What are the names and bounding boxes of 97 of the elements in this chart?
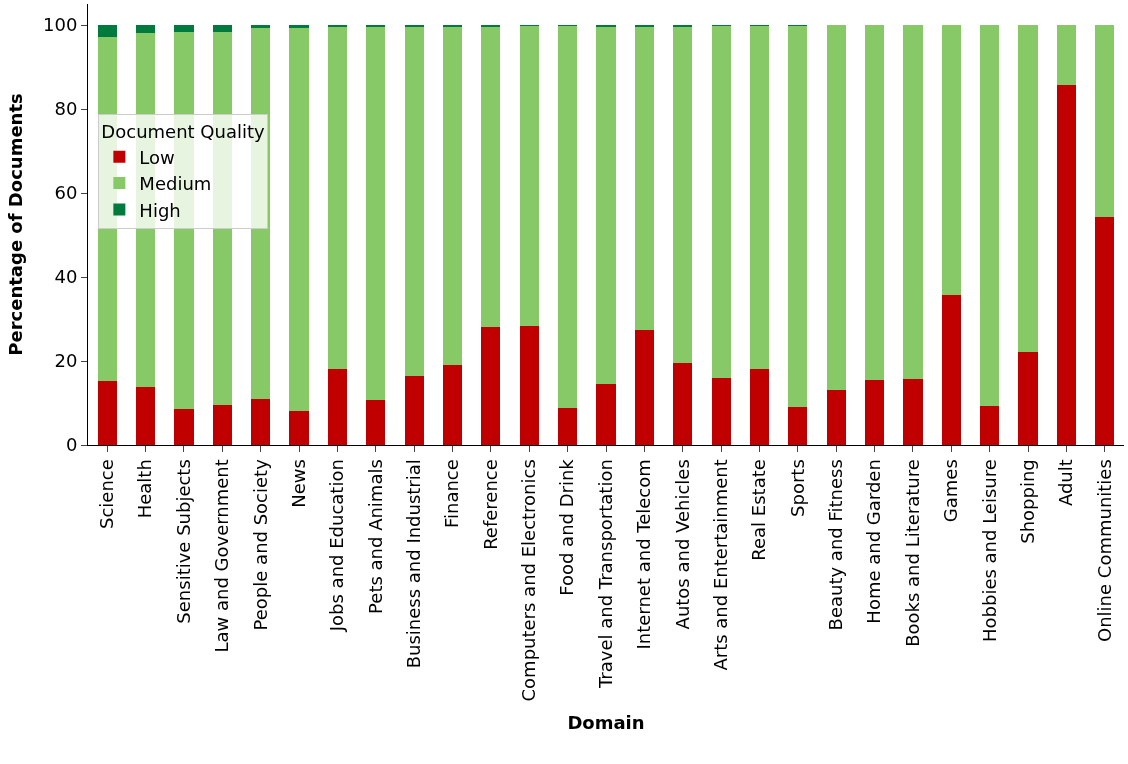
bar [865,380,885,445]
bar [404,25,424,28]
x-tick-label: Internet and Telecom [633,459,655,650]
bar [97,25,117,38]
y-axis-title: Percentage of Documents [5,93,27,356]
x-tick-label: Online Communities [1093,459,1115,642]
bar [97,380,117,445]
bar [788,25,808,407]
bar [826,25,846,390]
bar [865,25,885,381]
bar [135,387,156,445]
bar [1018,25,1038,352]
bar [1095,217,1115,445]
bar [442,25,463,28]
x-tick-label: Computers and Electronics [518,459,540,702]
bar [749,369,770,445]
bar [251,398,271,445]
bar [289,410,309,445]
bar [327,25,347,28]
x-tick-label: Pets and Animals [364,459,386,614]
y-tick-label: 40 [54,266,78,288]
y-tick-label: 60 [54,182,78,204]
bar [519,326,539,445]
bar [711,25,731,378]
bar [749,25,770,370]
bar [711,377,731,445]
x-tick-label: Food and Drink [556,458,578,596]
x-tick-label: Books and Literature [901,459,923,647]
bar [980,25,1000,406]
x-axis-title: Domain [567,711,645,733]
bar [1095,25,1115,218]
x-tick-label: News [287,459,309,508]
y-tick-label: 0 [65,434,78,456]
x-tick-label: Jobs and Education [326,459,348,633]
bar [788,406,808,445]
bar [903,378,923,445]
x-tick-label: Shopping [1016,459,1038,544]
bar [941,295,961,445]
bar [673,26,693,364]
x-tick-label: Travel and Transportation [594,459,616,689]
x-tick-label: Reference [479,459,501,550]
bar [558,25,578,408]
bar [366,399,386,445]
bar [212,25,232,32]
bar [442,365,463,445]
bar [558,407,578,445]
bar [174,408,194,445]
bar [404,27,424,377]
bar [596,26,616,384]
legend-title: Document Quality [101,121,265,143]
bar [404,376,424,445]
x-tick-label: Home and Garden [863,459,885,624]
x-tick-label: Real Estate [748,459,770,561]
bar [596,383,616,445]
x-tick-label: Arts and Entertainment [709,459,731,671]
bar [903,25,923,379]
x-tick-label: Sports [786,459,808,517]
bar [1018,351,1038,445]
bar [212,405,232,445]
bar [135,25,156,33]
x-tick-label: Sensitive Subjects [172,459,194,624]
bar [941,25,961,296]
bar [289,25,309,29]
bar [481,327,501,445]
bar [366,27,386,400]
x-tick-label: Hobbies and Leisure [978,459,1000,643]
legend-label: Medium [139,173,212,195]
bar [1056,25,1077,86]
x-tick-label: Adult [1055,459,1077,507]
x-tick-label: Games [940,459,962,523]
bar [289,28,309,411]
bar [442,27,463,366]
bar [481,26,501,328]
bar [366,25,386,28]
y-tick-label: 20 [54,350,78,372]
bar [174,25,194,32]
x-tick-label: Finance [441,459,463,529]
x-tick-label: Law and Government [211,459,233,653]
bar [1056,85,1077,445]
bar [327,27,347,370]
bar [327,369,347,445]
bar [673,363,693,445]
x-tick-label: Business and Industrial [403,459,424,669]
x-tick-label: People and Society [249,458,271,631]
x-tick-label: Health [134,459,156,519]
x-tick-label: Autos and Vehicles [671,459,693,630]
bar [826,389,846,445]
x-tick-label: Beauty and Fitness [825,459,847,631]
y-tick-label: 80 [54,98,78,120]
bar [519,25,539,327]
x-tick-label: Science [96,459,118,529]
legend-label: High [139,199,181,221]
bar [634,26,654,331]
y-tick-label: 100 [43,14,78,36]
bar [634,330,654,445]
legend-label: Low [139,146,175,168]
bar [980,405,1000,445]
